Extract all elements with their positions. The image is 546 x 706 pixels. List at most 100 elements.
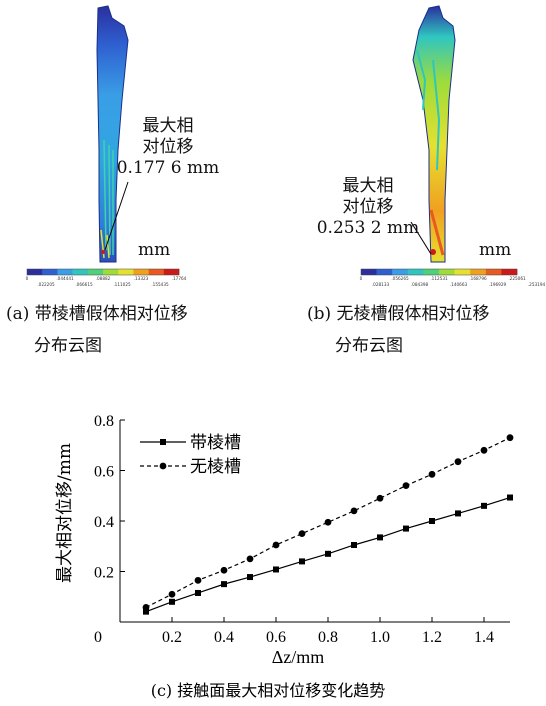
data-point-square [195,589,201,596]
data-point-square [247,574,253,581]
max-displacement-annotation-b: 最大相 对位移 0.253 2 mm [316,176,420,238]
colorbar-tick-label: .196929 [489,282,507,287]
data-point-circle [168,590,176,598]
colorbar-b: 0 .056265 .112531 .168796 .225061 .028133 .084… [360,268,546,287]
x-tick-label: 1.4 [474,629,494,646]
data-point-square [403,525,409,532]
data-point-circle [376,494,384,502]
chart-axes: 0.2 0.4 0.6 0.8 0 0.2 0.4 0.6 0.8 1.0 1.2 1.4 [94,413,510,646]
colorbar-a: 0 .044441 .08882 .13323 .17764 .022205 .066615… [26,268,187,287]
colorbar-tick-label: 0 [26,276,29,281]
x-tick-label: 0.4 [214,629,234,646]
legend-label: 带棱槽 [190,433,241,453]
x-tick-label: 0.6 [266,629,286,646]
x-axis-label: Δz/mm [272,647,325,667]
data-point-circle [506,434,514,442]
y-tick-label: 0.8 [94,413,114,430]
annotation-arrow-b [410,221,432,255]
colorbar-tick-label: .028133 [372,282,390,287]
chart-caption: (c) 接触面最大相对位移变化趋势 [151,681,386,700]
data-point-circle [324,518,332,526]
annotation-arrow-a [104,181,129,251]
colorbar-segment [501,269,518,275]
colorbar-segment [407,269,424,275]
colorbar-tick-label: .168796 [469,276,487,281]
legend-label: 无棱槽 [190,457,241,477]
chart-series [142,434,514,615]
colorbar-segment [27,269,43,275]
colorbar-segment [42,269,58,275]
colorbar-tick-label: .13323 [134,276,149,281]
data-point-square [143,608,149,615]
colorbar-tick-label: .08882 [96,276,111,281]
data-point-square [221,581,227,588]
data-point-square [429,518,435,524]
data-point-square [325,550,331,557]
unit-label-a: mm [138,240,171,260]
colorbar-segment [376,269,393,275]
colorbar-segment [423,269,440,275]
colorbar-tick-label: .056265 [391,276,409,281]
data-point-square [507,494,513,501]
panel-a: 0 .044441 .08882 .13323 .17764 .022205 .066615… [0,0,273,370]
colorbar-segment [361,269,377,275]
colorbar-tick-label: .111025 [113,282,131,287]
unit-label-b: mm [479,240,512,260]
data-point-circle [194,576,202,584]
colorbar-tick-label: 0 [360,276,363,281]
data-point-square [351,541,357,548]
data-point-square [455,510,461,517]
x-tick-label: 0 [94,629,102,646]
data-point-circle [246,555,254,563]
y-tick-label: 0.4 [94,514,114,531]
x-tick-label: 0.8 [318,629,338,646]
legend-marker [160,439,166,445]
colorbar-segment [485,269,502,275]
colorbar-segment [57,269,73,275]
implant-contour-a: 0 .044441 .08882 .13323 .17764 .022205 .066615… [26,5,187,287]
max-displacement-annotation-a: 最大相 对位移 0.177 6 mm [116,116,220,178]
data-point-circle [480,446,488,454]
implant-contour-b: 0 .056265 .112531 .168796 .225061 .028133 .084… [360,5,546,287]
panel-b: 0 .056265 .112531 .168796 .225061 .028133 .084… [273,0,546,370]
data-point-square [169,598,175,605]
colorbar-segment [163,269,180,275]
colorbar-segment [103,269,119,275]
colorbar-segment [470,269,487,275]
colorbar-tick-label: .253194 [528,282,546,287]
y-tick-label: 0.2 [94,565,114,582]
data-point-circle [220,566,228,574]
y-axis-label: 最大相对位移/mm [55,443,75,583]
colorbar-tick-label: .022205 [37,282,55,287]
colorbar-tick-label: .140663 [450,282,468,287]
colorbar-tick-label: .155435 [151,282,169,287]
data-point-square [299,558,305,565]
data-point-circle [298,530,306,538]
colorbar-tick-label: .112531 [430,276,448,281]
colorbar-segment [72,269,89,275]
colorbar-tick-label: .066615 [75,282,93,287]
colorbar-segment [87,269,104,275]
colorbar-segment [454,269,471,275]
x-tick-label: 1.0 [370,629,390,646]
colorbar-tick-label: .17764 [172,276,187,281]
colorbar-segment [439,269,455,275]
legend-marker [159,462,167,470]
data-point-circle [402,482,410,490]
colorbar-segment [148,269,165,275]
colorbar-tick-label: .225061 [508,276,526,281]
data-point-circle [142,603,150,611]
x-tick-label: 0.2 [162,629,182,646]
colorbar-segment [118,269,134,275]
data-point-circle [428,470,436,478]
data-point-circle [272,541,280,549]
data-point-circle [454,458,462,466]
data-point-square [377,534,383,541]
data-point-circle [350,507,358,515]
x-tick-label: 1.2 [422,629,442,646]
caption-b: (b) 无棱槽假体相对位移 分布云图 [307,304,490,356]
displacement-trend-chart: 0.2 0.4 0.6 0.8 0 0.2 0.4 0.6 0.8 1.0 1.2 1.4 带棱槽无棱… [55,413,514,700]
data-point-square [273,566,279,573]
colorbar-tick-label: .084398 [411,282,429,287]
